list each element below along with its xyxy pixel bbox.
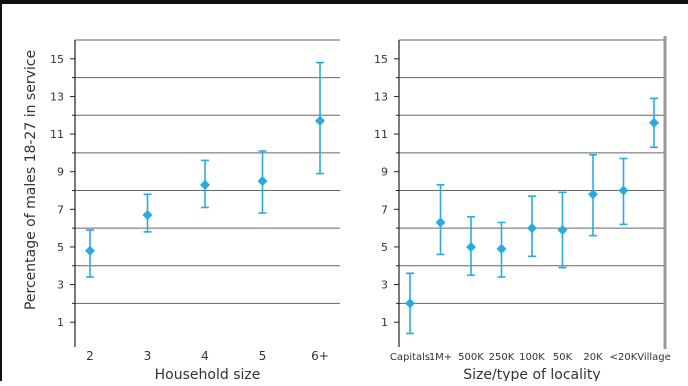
y-tick-label: 1 — [381, 316, 388, 329]
data-point — [649, 117, 659, 128]
y-tick-label: 15 — [50, 53, 64, 66]
data-point — [496, 243, 507, 254]
y-axis-label: Percentage of males 18-27 in service — [23, 50, 39, 310]
data-point — [588, 189, 598, 200]
x-tick-label: 250K — [489, 352, 515, 363]
x-tick-label: 20K — [583, 352, 603, 363]
y-tick-label: 13 — [374, 90, 388, 103]
y-tick-label: 3 — [381, 279, 388, 292]
data-point — [85, 245, 95, 256]
x-tick-label: Village — [637, 352, 671, 363]
y-tick-label: 15 — [374, 53, 388, 66]
x-tick-label: 2 — [86, 349, 94, 363]
data-point — [435, 217, 446, 228]
y-tick-label: 13 — [50, 90, 64, 103]
x-tick-label: 1M+ — [429, 352, 452, 363]
data-point — [315, 115, 325, 126]
data-point — [527, 223, 537, 234]
y-tick-label: 5 — [381, 241, 388, 254]
chart-canvas: Percentage of males 18-27 in service 135… — [23, 36, 671, 383]
y-tick-label: 11 — [374, 128, 388, 141]
x-tick-label: <20K — [610, 352, 638, 363]
y-tick-label: 9 — [381, 166, 388, 179]
x-tick-label: 50K — [553, 352, 573, 363]
x-axis-label: Household size — [155, 367, 261, 381]
y-tick-label: 11 — [50, 128, 64, 141]
x-tick-label: 4 — [201, 349, 209, 363]
y-tick-label: 7 — [57, 203, 64, 216]
x-tick-label: Capitals — [390, 352, 430, 363]
data-point — [618, 185, 629, 196]
y-tick-label: 9 — [57, 166, 64, 179]
data-point — [405, 298, 415, 309]
x-tick-label: 3 — [144, 349, 152, 363]
x-tick-label: 500K — [458, 352, 484, 363]
data-point — [257, 176, 268, 187]
data-point — [557, 225, 568, 236]
x-tick-label: 5 — [259, 349, 267, 363]
x-tick-label: 100K — [519, 352, 545, 363]
data-point — [142, 209, 153, 220]
x-tick-label: 6+ — [311, 349, 329, 363]
data-point — [466, 241, 476, 252]
data-point — [200, 179, 210, 190]
y-tick-label: 3 — [57, 279, 64, 292]
y-tick-label: 5 — [57, 241, 64, 254]
y-tick-label: 7 — [381, 203, 388, 216]
x-axis-label: Size/type of locality — [463, 367, 600, 381]
y-tick-label: 1 — [57, 316, 64, 329]
